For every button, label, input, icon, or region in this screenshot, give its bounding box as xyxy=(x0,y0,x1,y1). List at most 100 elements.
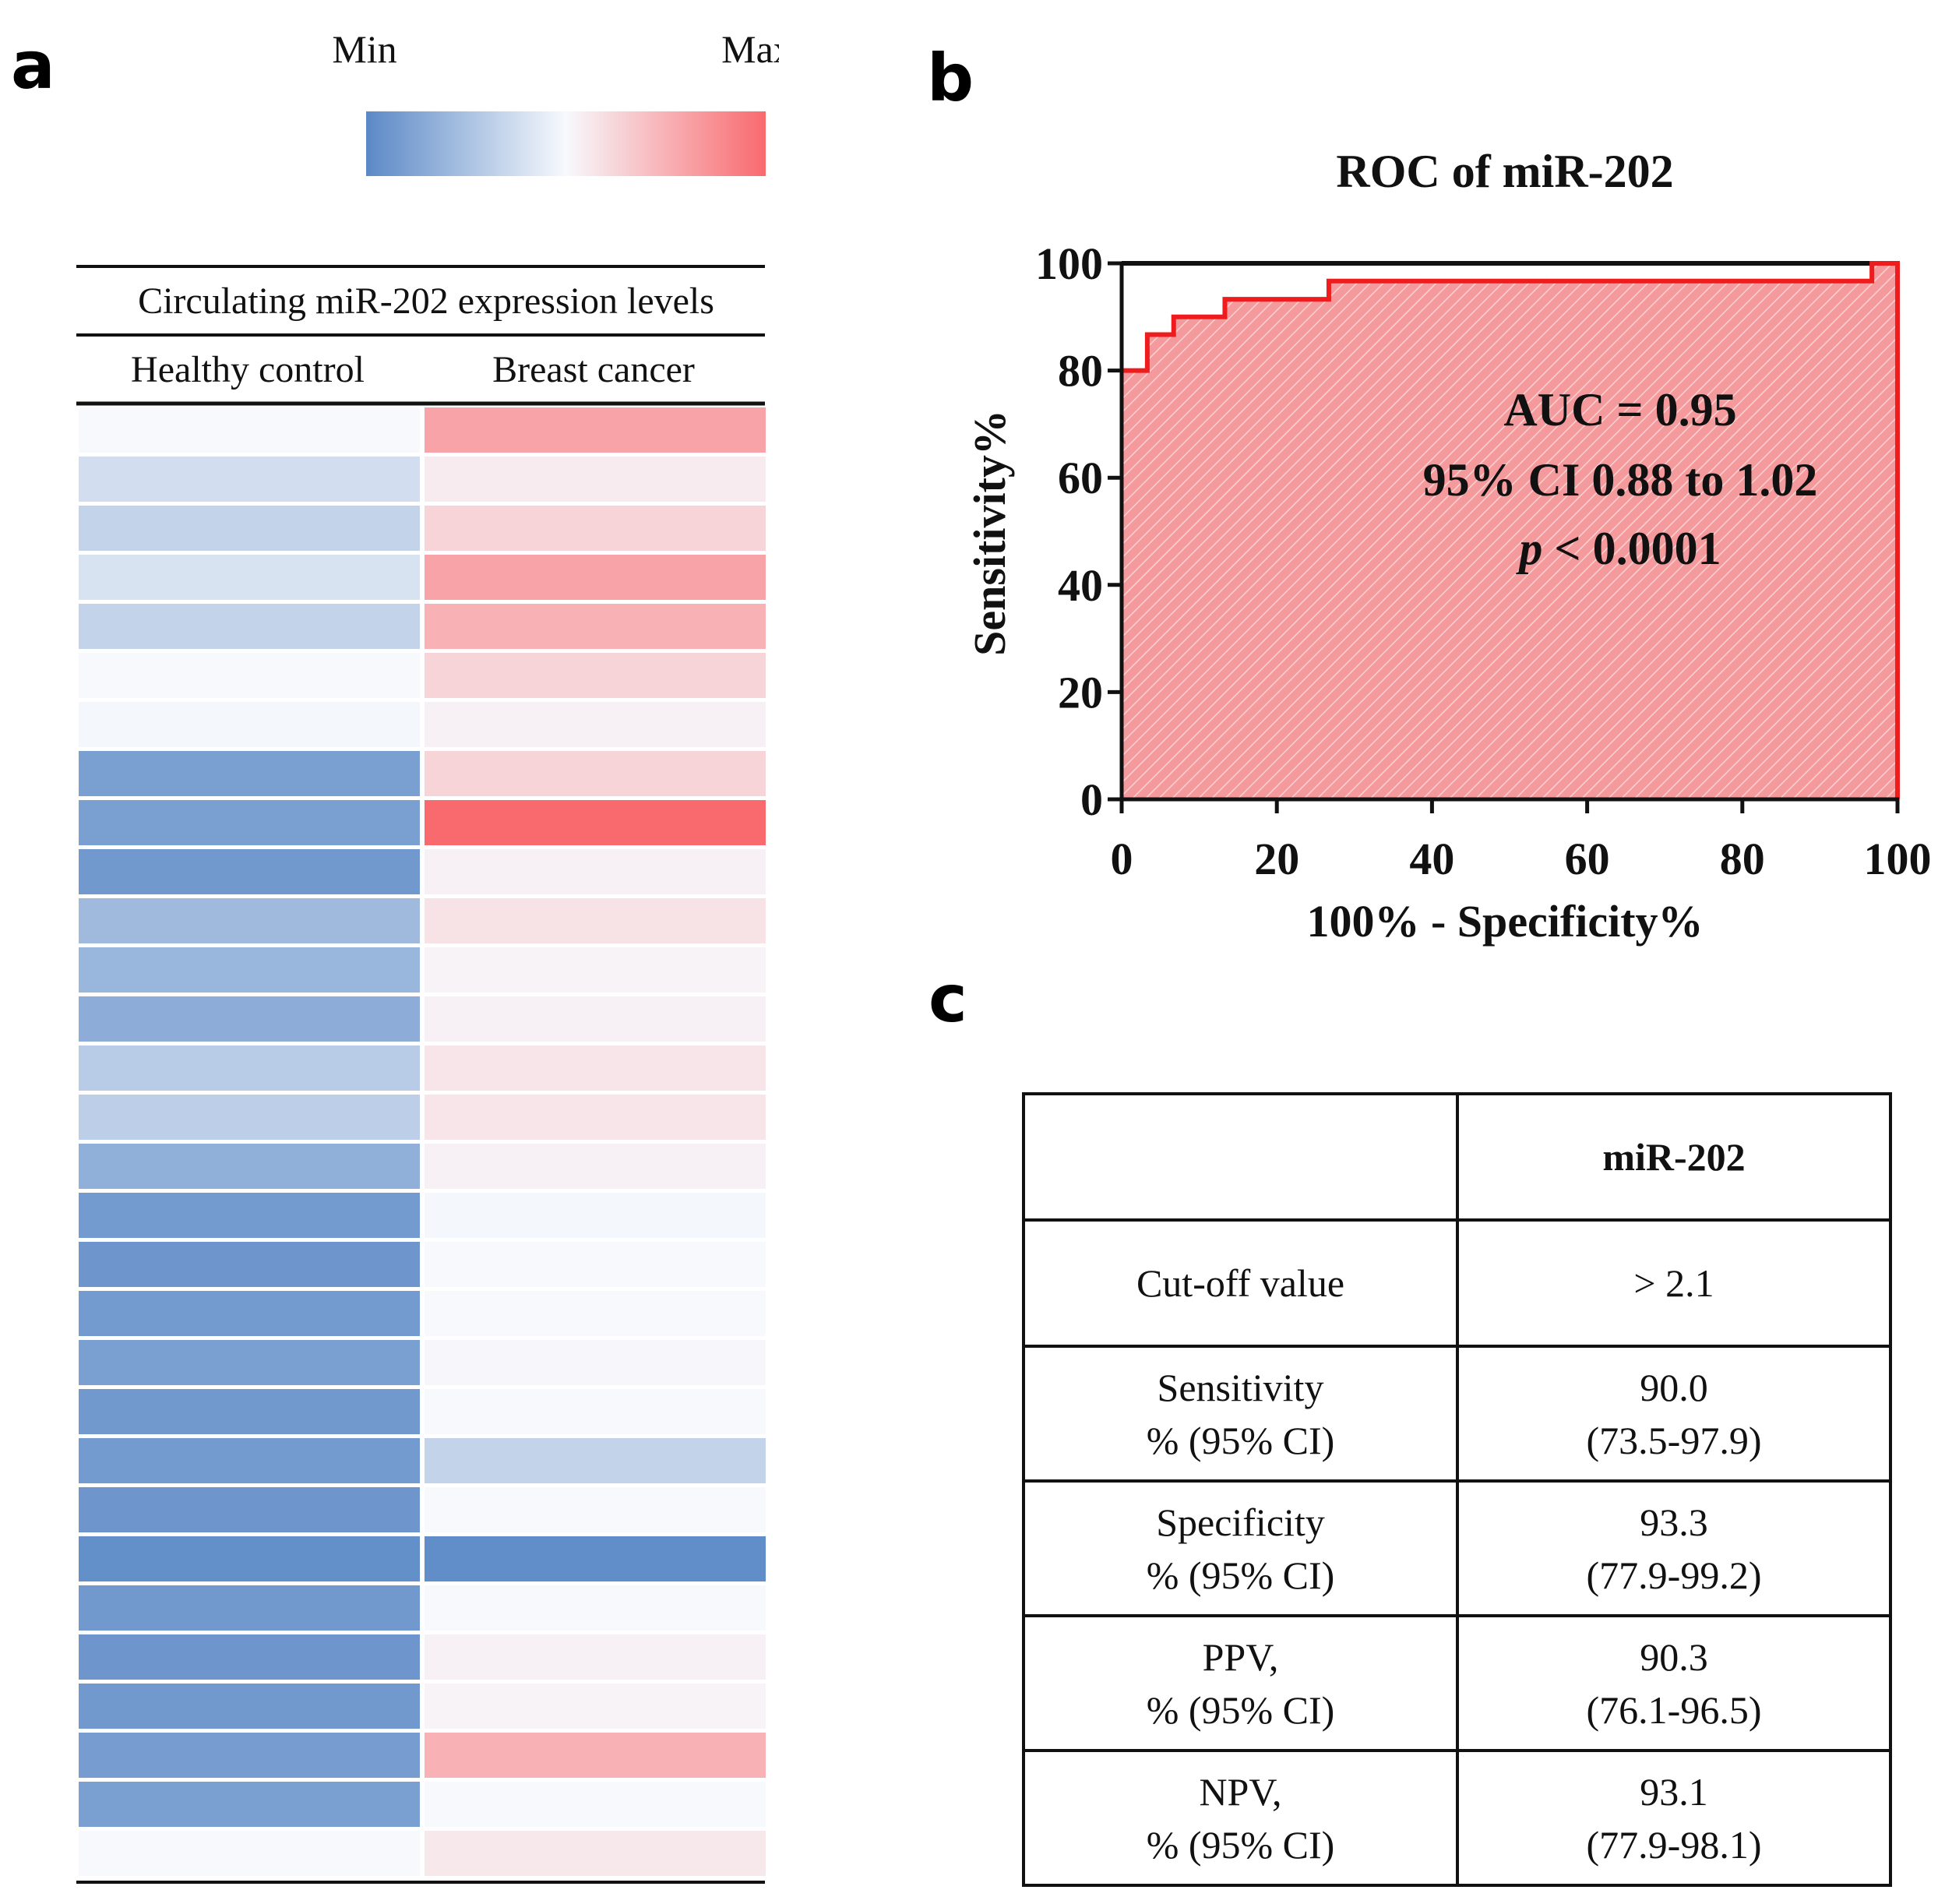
heatmap-cell-healthy xyxy=(79,1782,420,1827)
heatmap-cell-healthy xyxy=(79,1733,420,1778)
heatmap-cell-cancer xyxy=(425,1536,766,1581)
heatmap-cell-healthy xyxy=(79,457,420,502)
heatmap-panel: Min Max Circulating miR-202 expression l… xyxy=(76,27,779,1884)
y-tick-label: 0 xyxy=(1080,774,1103,825)
panel-label-c: c xyxy=(928,961,967,1037)
legend-min-label: Min xyxy=(332,27,396,71)
heatmap-cell-cancer xyxy=(425,1487,766,1532)
y-axis-ticks: 0 20 40 60 80 100 xyxy=(1035,238,1122,825)
x-tick-label: 20 xyxy=(1254,834,1299,884)
row-label: NPV, % (95% CI) xyxy=(1022,1749,1459,1887)
x-tick-label: 0 xyxy=(1111,834,1133,884)
heatmap-cell-cancer xyxy=(425,1585,766,1631)
heatmap-cell-cancer xyxy=(425,898,766,943)
legend-max-label: Max xyxy=(721,27,779,71)
heatmap-cell-healthy xyxy=(79,604,420,649)
table-row: Specificity % (95% CI) 93.3 (77.9-99.2) xyxy=(1022,1479,1892,1617)
heatmap-cell-healthy xyxy=(79,1291,420,1336)
heatmap-cell-cancer xyxy=(425,1144,766,1189)
heatmap-cell-healthy xyxy=(79,849,420,894)
table-header-corner xyxy=(1022,1092,1459,1222)
roc-title: ROC of miR-202 xyxy=(1336,146,1673,197)
heatmap-cell-cancer xyxy=(425,1340,766,1385)
row-value-line: (77.9-99.2) xyxy=(1586,1553,1762,1597)
heatmap-cell-cancer xyxy=(425,751,766,796)
heatmap-cell-cancer xyxy=(425,1095,766,1140)
heatmap-cell-cancer xyxy=(425,653,766,698)
heatmap-cell-healthy xyxy=(79,1536,420,1581)
diagnostic-stats-table: miR-202 Cut-off value > 2.1 Sensitivity%… xyxy=(1022,1092,1892,1887)
heatmap-cell-healthy xyxy=(79,1045,420,1091)
row-label-line: % (95% CI) xyxy=(1146,1418,1335,1462)
heatmap-cell-healthy xyxy=(79,407,420,453)
y-tick-label: 60 xyxy=(1058,453,1103,503)
heatmap-cell-healthy xyxy=(79,1193,420,1238)
heatmap-cells xyxy=(79,407,766,1876)
heatmap-cell-cancer xyxy=(425,506,766,551)
heatmap-cell-healthy xyxy=(79,1438,420,1483)
heatmap-cell-healthy xyxy=(79,653,420,698)
ci-annotation: 95% CI 0.88 to 1.02 xyxy=(1423,454,1818,506)
table-header-mirna: miR-202 xyxy=(1456,1092,1892,1222)
y-tick-label: 80 xyxy=(1058,346,1103,397)
heatmap-cell-healthy xyxy=(79,1144,420,1189)
p-value-annotation: p < 0.0001 xyxy=(1515,523,1721,574)
heatmap-cell-cancer xyxy=(425,1045,766,1091)
row-label-line: NPV, xyxy=(1199,1769,1282,1814)
p-value-threshold: < 0.0001 xyxy=(1542,523,1721,574)
table-row: Sensitivity % (95% CI) 90.0 (73.5-97.9) xyxy=(1022,1345,1892,1483)
heatmap-cell-cancer xyxy=(425,947,766,993)
heatmap-cell-cancer xyxy=(425,407,766,453)
plot-top-border xyxy=(1122,261,1897,266)
x-tick-label: 100 xyxy=(1864,834,1932,884)
heatmap-cell-cancer xyxy=(425,555,766,600)
heatmap-cell-healthy xyxy=(79,1242,420,1287)
panel-label-b: b xyxy=(927,40,974,116)
row-value: 90.3 (76.1-96.5) xyxy=(1456,1614,1892,1752)
row-value-line: 90.3 xyxy=(1640,1634,1708,1679)
heatmap-cell-cancer xyxy=(425,800,766,845)
heatmap-cell-cancer xyxy=(425,604,766,649)
row-value: 93.1 (77.9-98.1) xyxy=(1456,1749,1892,1887)
heatmap-cell-cancer xyxy=(425,1733,766,1778)
heatmap-cell-healthy xyxy=(79,1095,420,1140)
y-tick-label: 100 xyxy=(1035,238,1103,289)
heatmap-cell-healthy xyxy=(79,1831,420,1876)
heatmap-title: Circulating miR-202 expression levels xyxy=(138,280,714,322)
heatmap-cell-cancer xyxy=(425,1831,766,1876)
heatmap-cell-healthy xyxy=(79,751,420,796)
row-label-line: Specificity xyxy=(1156,1500,1325,1544)
row-value-line: > 2.1 xyxy=(1633,1261,1714,1305)
table-row: Cut-off value > 2.1 xyxy=(1022,1218,1892,1348)
y-tick-label: 40 xyxy=(1058,560,1103,611)
heatmap-cell-healthy xyxy=(79,1340,420,1385)
column-header-healthy: Healthy control xyxy=(131,349,365,390)
row-label-line: PPV, xyxy=(1202,1634,1279,1679)
row-label-line: % (95% CI) xyxy=(1146,1687,1335,1732)
row-value-line: (77.9-98.1) xyxy=(1586,1822,1762,1867)
heatmap-cell-cancer xyxy=(425,996,766,1042)
row-label-line: Sensitivity xyxy=(1157,1365,1324,1409)
panel-label-a: a xyxy=(11,27,55,104)
heatmap-cell-healthy xyxy=(79,702,420,747)
heatmap-cell-healthy xyxy=(79,1684,420,1729)
roc-chart: ROC of miR-202 0 20 40 60 80 100 0 20 40 60 80 100… xyxy=(964,146,1932,947)
column-header-cancer: Breast cancer xyxy=(492,349,695,390)
row-label-line: % (95% CI) xyxy=(1146,1822,1335,1867)
roc-curve-line xyxy=(1122,261,1900,799)
x-axis-ticks: 0 20 40 60 80 100 xyxy=(1111,799,1932,884)
heatmap-cell-healthy xyxy=(79,555,420,600)
x-tick-label: 60 xyxy=(1565,834,1610,884)
heatmap-cell-cancer xyxy=(425,457,766,502)
heatmap-cell-healthy xyxy=(79,800,420,845)
row-value: > 2.1 xyxy=(1456,1218,1892,1348)
row-value-line: 93.3 xyxy=(1640,1500,1708,1544)
roc-area-fill xyxy=(1122,263,1897,799)
row-label: Sensitivity % (95% CI) xyxy=(1022,1345,1459,1483)
row-value-line: (73.5-97.9) xyxy=(1586,1418,1762,1462)
row-label: PPV, % (95% CI) xyxy=(1022,1614,1459,1752)
heatmap-cell-healthy xyxy=(79,947,420,993)
heatmap-cell-cancer xyxy=(425,702,766,747)
heatmap-cell-cancer xyxy=(425,1438,766,1483)
heatmap-cell-cancer xyxy=(425,1389,766,1434)
